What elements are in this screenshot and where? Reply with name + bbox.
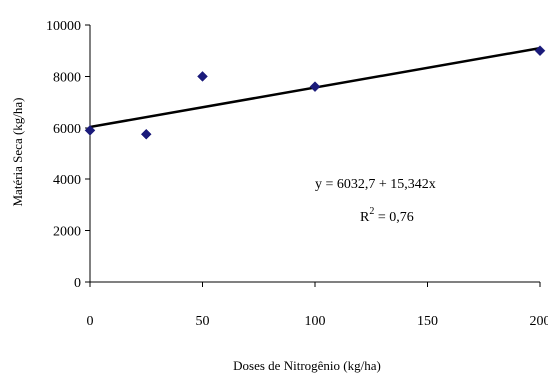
y-tick-label: 6000 xyxy=(53,122,81,137)
data-point xyxy=(84,125,96,136)
x-ticks: 0 50 100 150 200 xyxy=(87,282,548,329)
x-tick-label: 150 xyxy=(417,314,438,329)
data-point xyxy=(197,71,208,82)
y-tick-label: 4000 xyxy=(53,173,81,188)
y-ticks: 0 2000 4000 6000 8000 10000 xyxy=(46,19,90,291)
r-squared-prefix: R xyxy=(360,210,370,225)
y-axis-title: Matéria Seca (kg/ha) xyxy=(10,97,25,206)
x-tick-label: 200 xyxy=(530,314,548,329)
x-tick-label: 50 xyxy=(196,314,210,329)
x-tick-label: 100 xyxy=(305,314,326,329)
r-squared-annotation: R2 = 0,76 xyxy=(360,206,414,225)
data-point xyxy=(309,81,321,93)
x-tick-label: 0 xyxy=(87,314,94,329)
r-squared-value: = 0,76 xyxy=(374,210,413,225)
y-tick-label: 0 xyxy=(74,276,81,291)
data-point xyxy=(534,45,546,57)
y-tick-label: 10000 xyxy=(46,19,81,34)
y-tick-label: 2000 xyxy=(53,225,81,240)
equation-annotation: y = 6032,7 + 15,342x xyxy=(315,177,436,192)
x-axis-title: Doses de Nitrogênio (kg/ha) xyxy=(233,358,381,373)
y-tick-label: 8000 xyxy=(53,70,81,85)
axes xyxy=(89,25,540,283)
r-squared-superscript: 2 xyxy=(369,206,374,217)
data-point xyxy=(140,128,152,140)
data-points xyxy=(84,45,546,140)
